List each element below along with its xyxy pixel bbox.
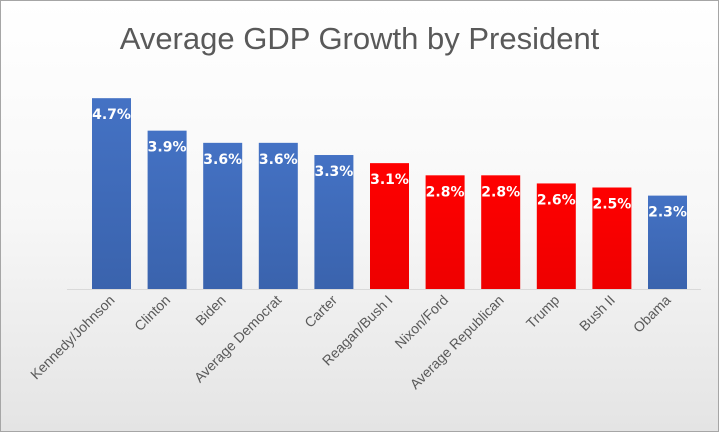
bar xyxy=(648,195,687,289)
bar xyxy=(314,155,354,289)
bar xyxy=(203,142,243,289)
data-label: 2.5% xyxy=(592,197,631,213)
x-tick-label: Obama xyxy=(630,292,674,336)
data-label: 3.6% xyxy=(203,152,242,168)
bar xyxy=(425,175,465,289)
x-tick-label: Nixon/Ford xyxy=(391,292,451,352)
x-tick-label: Average Republican xyxy=(407,292,507,392)
bar xyxy=(92,98,131,290)
bar xyxy=(536,183,576,289)
data-label: 3.3% xyxy=(314,164,353,180)
data-label: 3.9% xyxy=(148,140,187,156)
data-label: 3.6% xyxy=(259,152,298,168)
x-tick-label: Carter xyxy=(301,292,340,331)
bar xyxy=(370,163,409,289)
bar xyxy=(147,130,187,289)
x-tick-label: Clinton xyxy=(131,292,173,334)
data-label: 4.7% xyxy=(92,107,131,123)
x-tick-label: Kennedy/Johnson xyxy=(27,292,118,383)
data-label: 2.8% xyxy=(481,184,520,200)
bar xyxy=(592,187,632,289)
data-label: 2.6% xyxy=(537,192,576,208)
chart-title: Average GDP Growth by President xyxy=(119,21,600,56)
data-label: 2.8% xyxy=(426,184,465,200)
x-tick-label: Trump xyxy=(523,292,563,332)
bar xyxy=(481,175,521,289)
data-label: 2.3% xyxy=(648,205,687,221)
data-label: 3.1% xyxy=(370,172,409,188)
x-tick-label: Biden xyxy=(192,292,229,329)
bar xyxy=(258,142,298,289)
x-tick-label: Bush II xyxy=(576,292,618,334)
